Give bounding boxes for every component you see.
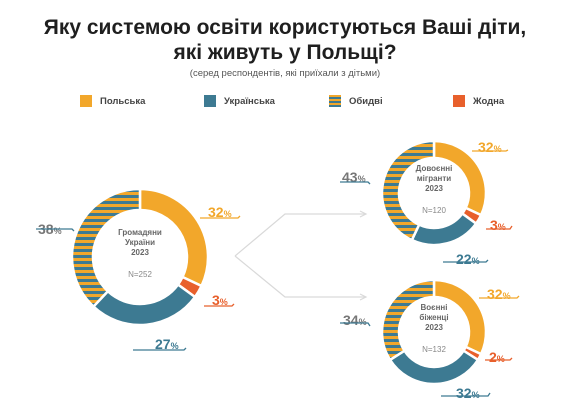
donut-value-leader-ukrainian <box>443 259 489 263</box>
legend-swatch-ukrainian <box>204 95 216 107</box>
connector-lines <box>234 210 368 301</box>
legend-item-both: Обидві <box>329 95 383 107</box>
connector-arrow-top <box>359 210 368 218</box>
donut-slice-both <box>70 187 142 309</box>
donut-sample-size: N=132 <box>422 345 446 354</box>
legend-swatch-none <box>453 95 465 107</box>
donut-value-label-polish: 32% <box>478 139 502 155</box>
chart-title-line-2: які живуть у Польщі? <box>173 41 397 64</box>
legend-swatch-polish <box>80 95 92 107</box>
donut-value-label-polish: 32% <box>208 204 232 220</box>
legend-label-none: Жодна <box>473 95 505 107</box>
connector-line-bottom <box>234 255 365 298</box>
donut-center-label: Воєнні <box>421 303 448 312</box>
legend-label-both: Обидві <box>349 95 383 107</box>
donut-center-label: Довоєнні <box>416 164 453 173</box>
donut-value-leader-none <box>485 357 513 361</box>
donut-center-label: 2023 <box>425 184 443 193</box>
donut-center-label: 2023 <box>131 248 149 257</box>
donut-value-label-ukrainian: 22% <box>456 251 480 267</box>
donut-value-leader-polish <box>472 149 509 152</box>
donut-value-leader-both <box>340 322 371 327</box>
donut-value-leader-ukrainian <box>441 392 491 397</box>
legend-item-none: Жодна <box>453 95 504 107</box>
donut-sample-size: N=252 <box>128 270 152 279</box>
donut-center-label: України <box>125 238 155 247</box>
legend-item-polish: Польська <box>80 95 145 107</box>
donut-slice-both <box>380 278 436 362</box>
donut-value-leader-polish <box>479 295 520 299</box>
legend-item-ukrainian: Українська <box>204 95 275 107</box>
legend-label-ukrainian: Українська <box>224 95 275 107</box>
donut-value-label-ukrainian: 27% <box>155 336 179 352</box>
donut-value-leader-polish <box>200 215 241 219</box>
donut-value-label-both: 34% <box>343 312 367 328</box>
donut-center-label: мігранти <box>417 174 452 183</box>
donut-value-label-none: 2% <box>489 349 505 365</box>
donut-center-label: 2023 <box>425 323 443 332</box>
donut-value-label-both: 43% <box>342 169 366 185</box>
donut-hole <box>400 298 468 366</box>
chart-title-line-1: Яку системою освіти користуються Ваші ді… <box>43 16 527 39</box>
donut-value-label-polish: 32% <box>487 286 511 302</box>
donut-value-label-none: 3% <box>212 292 228 308</box>
connector-line-top <box>234 213 365 257</box>
connector-arrow-bottom <box>359 293 368 301</box>
donut-center-label: Громадяни <box>118 228 162 237</box>
donut-value-leader-none <box>204 303 235 307</box>
donut-value-leader-both <box>36 228 75 232</box>
donut-slice-both <box>380 139 436 242</box>
legend-label-polish: Польська <box>100 95 146 107</box>
donut-hole <box>94 211 186 303</box>
chart-subtitle: (серед респондентів, які приїхали з діть… <box>189 68 381 79</box>
donut-sample-size: N=120 <box>422 206 446 215</box>
donut-value-label-none: 3% <box>490 217 506 233</box>
donut-center-label: біженці <box>419 313 448 322</box>
donut-value-leader-ukrainian <box>133 347 187 351</box>
donut-value-leader-both <box>340 181 371 185</box>
legend-swatch-both <box>329 95 341 107</box>
donut-value-leader-none <box>486 225 513 230</box>
donut-value-label-ukrainian: 32% <box>456 385 480 401</box>
donut-hole <box>400 159 468 227</box>
